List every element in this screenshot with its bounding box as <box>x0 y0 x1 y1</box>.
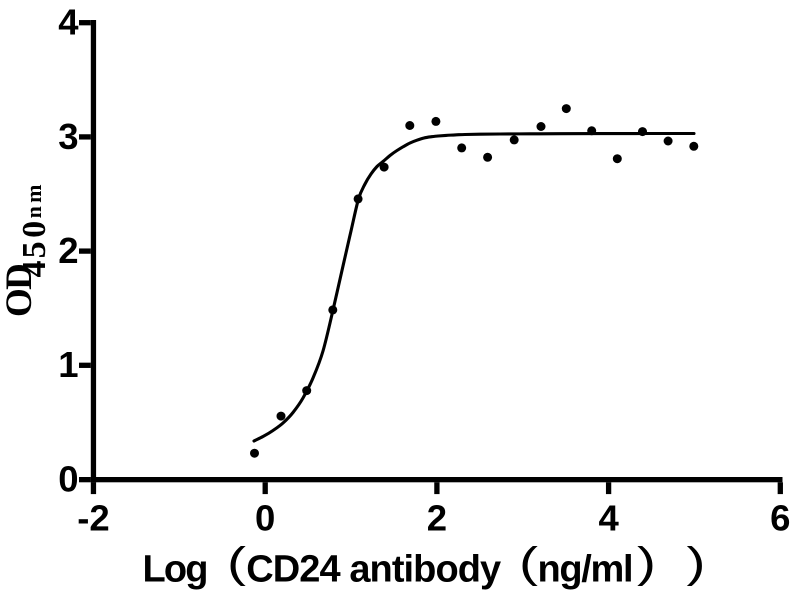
svg-text:2: 2 <box>58 230 78 271</box>
svg-text:CD24 antibody: CD24 antibody <box>246 548 501 590</box>
svg-text:2: 2 <box>427 498 447 539</box>
svg-text:0: 0 <box>58 459 78 500</box>
svg-text:): ) <box>637 538 656 587</box>
svg-text:3: 3 <box>58 116 78 157</box>
svg-text:nm: nm <box>21 184 46 218</box>
svg-text:1: 1 <box>58 344 78 385</box>
svg-text:ng/ml: ng/ml <box>538 548 634 590</box>
svg-text:Log: Log <box>143 548 209 590</box>
svg-text:): ) <box>687 538 706 587</box>
svg-text:450: 450 <box>16 221 53 278</box>
svg-text:(: ( <box>227 538 246 587</box>
svg-text:-2: -2 <box>77 498 109 539</box>
svg-text:4: 4 <box>58 2 79 43</box>
svg-text:0: 0 <box>255 498 275 539</box>
svg-text:OD: OD <box>0 263 40 317</box>
svg-text:4: 4 <box>598 498 619 539</box>
svg-text:(: ( <box>519 538 538 587</box>
svg-text:6: 6 <box>770 498 790 539</box>
